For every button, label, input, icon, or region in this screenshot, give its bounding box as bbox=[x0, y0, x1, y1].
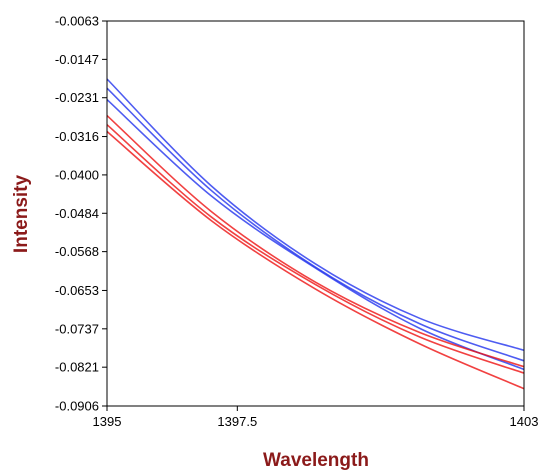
series-line-2 bbox=[106, 87, 525, 362]
series-line-5 bbox=[106, 124, 525, 374]
x-axis-title: Wavelength bbox=[263, 450, 369, 471]
x-tick-label-1: 1395 bbox=[93, 414, 122, 429]
y-tick-label-2: -0.0147 bbox=[55, 52, 99, 67]
y-tick-label-11: -0.0906 bbox=[55, 399, 99, 414]
series-line-4 bbox=[106, 114, 525, 368]
y-axis-title: Intensity bbox=[11, 175, 32, 254]
x-tick-label-3: 1403 bbox=[510, 414, 539, 429]
y-tick-label-8: -0.0653 bbox=[55, 283, 99, 298]
y-tick-label-4: -0.0316 bbox=[55, 129, 99, 144]
series-line-1 bbox=[106, 78, 525, 352]
y-tick-label-10: -0.0821 bbox=[55, 360, 99, 375]
y-tick-label-1: -0.0063 bbox=[55, 14, 99, 29]
axis-layer: -0.0063 -0.0147 -0.0231 -0.0316 -0.0400 -0.04… bbox=[55, 14, 539, 430]
series-line-6 bbox=[106, 130, 525, 390]
series-line-3 bbox=[106, 98, 525, 371]
y-tick-label-3: -0.0231 bbox=[55, 90, 99, 105]
plot-area bbox=[107, 21, 524, 406]
y-tick-label-6: -0.0484 bbox=[55, 206, 99, 221]
y-tick-label-5: -0.0400 bbox=[55, 167, 99, 182]
y-tick-label-9: -0.0737 bbox=[55, 321, 99, 336]
series-layer bbox=[106, 78, 525, 390]
y-tick-label-7: -0.0568 bbox=[55, 244, 99, 259]
x-tick-label-2: 1397.5 bbox=[217, 414, 257, 429]
